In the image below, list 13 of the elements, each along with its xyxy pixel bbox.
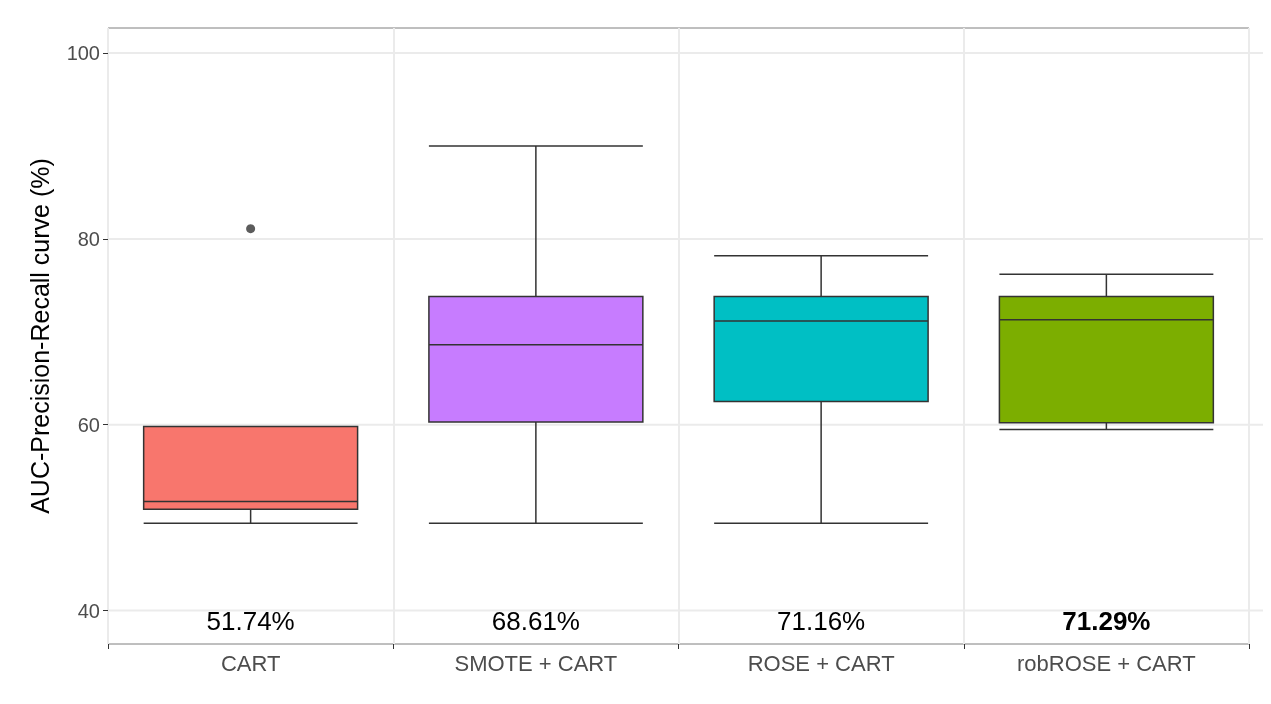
y-tick-label: 60 <box>77 413 100 436</box>
y-tick-label: 40 <box>77 599 100 622</box>
annotation: 51.74% <box>206 606 295 636</box>
x-tick-label: robROSE + CART <box>1017 650 1196 676</box>
y-tick-label: 80 <box>77 227 100 250</box>
annotation: 71.29% <box>1062 606 1151 636</box>
annotation: 68.61% <box>491 606 580 636</box>
x-tick-label: ROSE + CART <box>747 650 895 676</box>
annotation: 71.16% <box>777 606 866 636</box>
x-tick-label: CART <box>220 650 281 676</box>
y-tick-label: 100 <box>66 42 100 65</box>
y-axis-title: AUC-Precision-Recall curve (%) <box>25 158 54 514</box>
x-tick-label: SMOTE + CART <box>454 650 618 676</box>
